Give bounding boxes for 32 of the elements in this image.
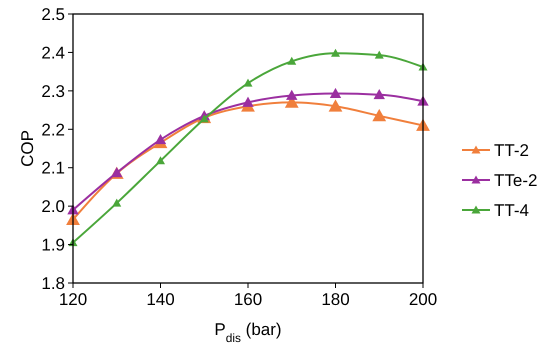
y-tick-label: 2.2 — [41, 120, 65, 140]
point — [200, 114, 209, 122]
x-axis-title: P$_{dis}$ (bar) — [214, 320, 282, 345]
point — [244, 78, 252, 87]
point — [372, 108, 386, 122]
x-tick-label: 200 — [408, 290, 438, 309]
x-tick-label: 180 — [321, 290, 350, 309]
point — [287, 56, 296, 65]
point — [242, 96, 254, 107]
y-tick-label: 2.1 — [41, 158, 65, 178]
point — [328, 99, 342, 112]
y-tick-label: 1.9 — [41, 236, 65, 255]
y-tick-label: 2.0 — [41, 197, 65, 216]
point — [374, 50, 384, 59]
point — [330, 88, 342, 98]
legend-label: TTe-2 — [494, 171, 538, 190]
y-tick-label: 2.4 — [41, 43, 65, 62]
x-tick-label: 160 — [234, 290, 262, 309]
point — [286, 90, 298, 100]
x-tick-label: 140 — [146, 290, 175, 309]
point — [154, 134, 166, 144]
y-tick-label: 2.3 — [41, 82, 65, 101]
x-tick-label: 120 — [58, 290, 88, 309]
point — [374, 89, 385, 100]
y-axis-title: COP — [18, 130, 37, 167]
point — [156, 156, 165, 164]
legend-label: TT-4 — [494, 201, 529, 220]
point — [112, 198, 122, 207]
legend-label: TT-2 — [494, 141, 529, 160]
y-tick-label: 1.8 — [41, 274, 65, 293]
y-tick-label: 2.5 — [41, 5, 65, 24]
point — [331, 48, 340, 57]
